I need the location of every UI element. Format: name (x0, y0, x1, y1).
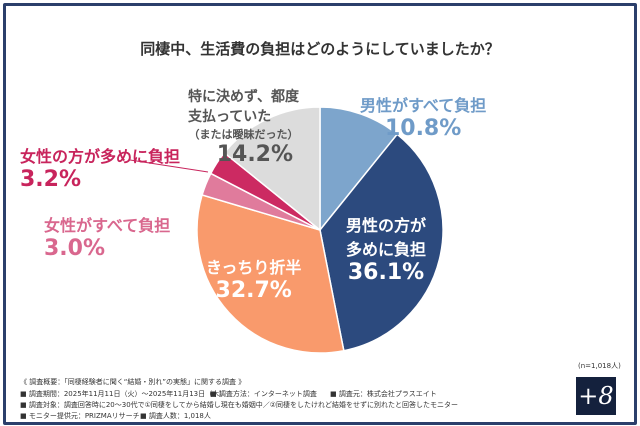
leader-line (129, 159, 209, 173)
footer-line4b: ■ 調査人数：1,018人 (140, 412, 211, 420)
footer-line3: ■ 調査対象：調査回答時に20～30代で①同棲をしてから結婚し現在も婚姻中／②同… (20, 401, 458, 409)
label-female-more: 女性の方が多めに負担 3.2% (20, 147, 181, 192)
label-unclear: 特に決めず、都度 支払っていた （または曖昧だった） 14.2% (188, 89, 300, 167)
footer-line2b: ■ 調査方法：インターネット調査 (210, 390, 317, 398)
footer-line2a: ■ 調査期間：2025年11月11日（火）～2025年11月13日（木） (20, 390, 227, 398)
label-male-all: 男性がすべて負担 10.8% (360, 96, 487, 141)
label-female-all: 女性がすべて負担 3.0% (44, 216, 171, 261)
brand-logo: +8 (576, 377, 616, 415)
footer-line2c: ■ 調査元：株式会社プラスエイト (330, 390, 437, 398)
pie-slice-0 (319, 106, 399, 233)
sample-size: (n=1,018人) (578, 362, 621, 370)
footer-line1: 《 調査概要：「同棲経験者に聞く“結婚・別れ”の実態」に関する調査 》 (20, 378, 246, 386)
label-male-more: 男性の方が 多めに負担 36.1% (346, 216, 427, 285)
pie-slice-5 (223, 106, 321, 232)
pie-slice-2 (196, 194, 345, 354)
chart-title: 同棲中、生活費の負担はどのようにしていましたか？ (140, 40, 500, 58)
label-half: きっちり折半 32.7% (206, 258, 302, 303)
pie-slice-1 (319, 133, 444, 352)
footer-line4a: ■ モニター提供元：PRIZMAリサーチ (20, 412, 140, 420)
